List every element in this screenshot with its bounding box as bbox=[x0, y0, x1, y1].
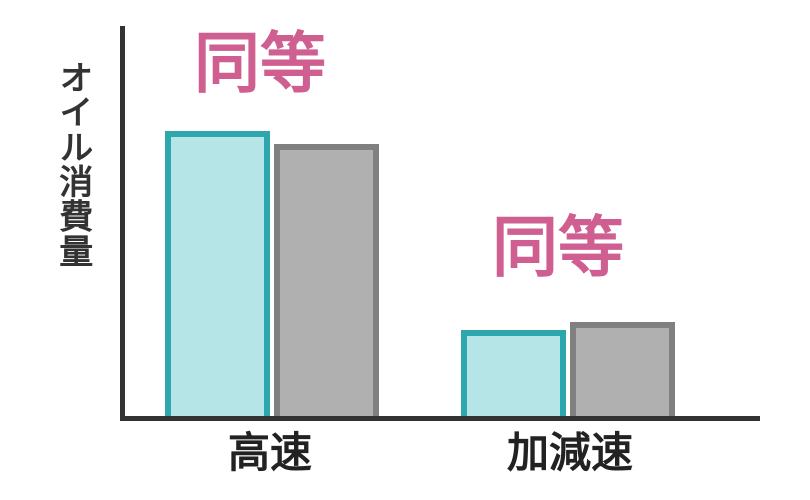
x-category-label-0: 高速 bbox=[228, 432, 312, 474]
bar-highspeed-b bbox=[274, 144, 379, 416]
chart-stage: オイル消費量 同等 同等 高速 加減速 bbox=[0, 0, 810, 500]
callout-label-0: 同等 bbox=[194, 30, 326, 96]
bar-accel-a bbox=[461, 330, 566, 416]
x-axis-line bbox=[120, 416, 760, 421]
y-axis-line bbox=[120, 26, 125, 421]
callout-label-1: 同等 bbox=[492, 214, 624, 280]
y-axis-label: オイル消費量 bbox=[54, 60, 90, 268]
x-category-label-1: 加減速 bbox=[507, 432, 633, 474]
bar-highspeed-a bbox=[165, 131, 270, 416]
bar-accel-b bbox=[570, 322, 675, 416]
